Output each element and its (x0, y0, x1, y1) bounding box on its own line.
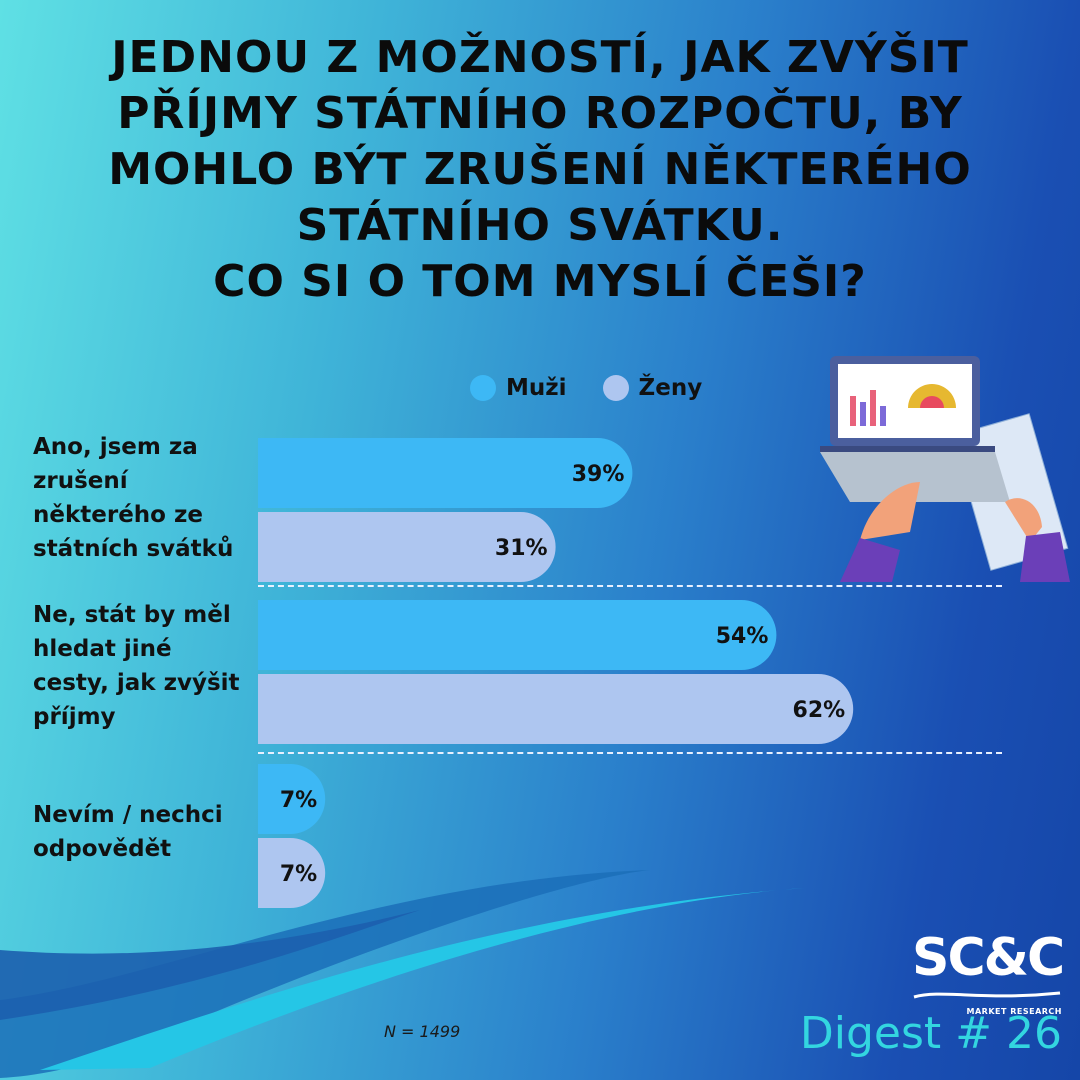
bar-label-women-2: 7% (280, 862, 317, 887)
bar-label-men-1: 54% (716, 624, 769, 649)
bar-women-2 (258, 838, 326, 908)
legend-swatch-women (602, 375, 629, 401)
legend-swatch-men (470, 375, 496, 401)
digest-number: Digest # 26 (799, 1008, 1062, 1059)
legend: Muži Ženy (470, 375, 728, 401)
legend-item-women: Ženy (602, 375, 703, 401)
scc-logo: SC&C MARKET RESEARCH (912, 928, 1065, 1016)
laptop-illustration (820, 356, 1070, 582)
bar-label-women-1: 62% (793, 698, 846, 723)
legend-item-men: Muži (470, 375, 567, 401)
chart-title: JEDNOU Z MOŽNOSTÍ, JAK ZVÝŠIT PŘÍJMY STÁ… (108, 32, 972, 307)
logo-wave-icon (913, 991, 1061, 999)
category-label-dont-know: Nevím / nechci odpovědět (33, 802, 223, 862)
bar-men-1 (258, 600, 777, 670)
category-separator (258, 752, 1002, 754)
bar-men-0 (258, 438, 633, 508)
bar-label-women-0: 31% (495, 536, 548, 561)
category-separator (258, 585, 1002, 587)
bar-men-2 (258, 764, 326, 834)
legend-label-men: Muži (506, 375, 567, 401)
bar-label-men-2: 7% (280, 788, 317, 813)
bar-women-1 (258, 674, 854, 744)
legend-label-women: Ženy (638, 375, 703, 401)
bar-label-men-0: 39% (572, 462, 625, 487)
sample-size: N = 1499 (384, 1022, 461, 1041)
logo-subtitle: MARKET RESEARCH (966, 1007, 1062, 1016)
category-label-yes: Ano, jsem za zrušení některého ze státní… (33, 434, 234, 562)
bar-women-0 (258, 512, 556, 582)
category-label-no: Ne, stát by měl hledat jiné cesty, jak z… (33, 602, 240, 730)
wave-decoration (0, 870, 805, 1078)
logo-text: SC&C (912, 928, 1065, 988)
